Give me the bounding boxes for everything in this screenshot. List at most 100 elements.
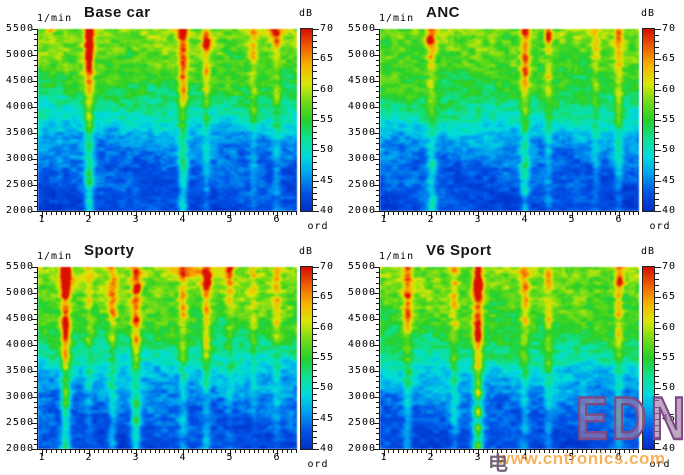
x-minor-tick (544, 212, 545, 215)
colorbar-minor-tick (655, 431, 659, 432)
x-minor-tick (549, 450, 550, 453)
colorbar-tick-label: 70 (662, 261, 677, 272)
x-minor-tick (558, 450, 559, 453)
y-minor-tick (34, 324, 38, 325)
colorbar-major-tick (313, 29, 319, 30)
x-minor-tick (84, 212, 85, 215)
x-minor-tick (393, 450, 394, 453)
colorbar-minor-tick (313, 132, 317, 133)
colorbar-minor-tick (313, 65, 317, 66)
y-tick-label: 3500 (347, 127, 376, 138)
y-minor-tick (34, 34, 38, 35)
y-minor-tick (34, 309, 38, 310)
colorbar-minor-tick (655, 334, 659, 335)
x-minor-tick (591, 212, 592, 215)
colorbar-minor-tick (313, 443, 317, 444)
x-minor-tick (445, 450, 446, 453)
y-minor-tick (376, 45, 380, 46)
colorbar-minor-tick (313, 138, 317, 139)
y-minor-tick (376, 112, 380, 113)
y-minor-tick (34, 65, 38, 66)
y-tick-label: 3000 (347, 391, 376, 402)
colorbar-tick-label: 60 (662, 322, 677, 333)
colorbar-minor-tick (313, 47, 317, 48)
x-minor-tick (145, 450, 146, 453)
y-minor-tick (34, 76, 38, 77)
y-minor-tick (34, 180, 38, 181)
x-minor-tick (188, 450, 189, 453)
y-minor-tick (34, 298, 38, 299)
y-minor-tick (34, 392, 38, 393)
colorbar-minor-tick (655, 162, 659, 163)
x-major-tick (230, 450, 231, 456)
x-minor-tick (150, 212, 151, 215)
x-minor-tick (577, 450, 578, 453)
x-minor-tick (122, 450, 123, 453)
x-minor-tick (65, 212, 66, 215)
x-minor-tick (263, 450, 264, 453)
y-minor-tick (34, 175, 38, 176)
y-minor-tick (376, 387, 380, 388)
y-minor-tick (34, 91, 38, 92)
y-major-tick (32, 29, 38, 30)
colorbar-minor-tick (313, 175, 317, 176)
y-minor-tick (34, 201, 38, 202)
x-minor-tick (577, 212, 578, 215)
y-minor-tick (376, 324, 380, 325)
y-minor-tick (34, 376, 38, 377)
x-minor-tick (211, 450, 212, 453)
x-tick-label: 1 (38, 452, 46, 463)
colorbar-minor-tick (313, 400, 317, 401)
y-axis-unit-label: 1/min (37, 13, 73, 24)
y-minor-tick (376, 444, 380, 445)
y-tick-label: 2000 (347, 205, 376, 216)
colorbar-minor-tick (655, 175, 659, 176)
x-tick-label: 4 (521, 214, 529, 225)
spectrogram-panel-v6-sport: 1/min V6 Sport dB ord 2000 2500 3000 3500 40… (342, 238, 684, 475)
y-minor-tick (34, 50, 38, 51)
y-minor-tick (376, 175, 380, 176)
x-minor-tick (155, 212, 156, 215)
colorbar-minor-tick (313, 144, 317, 145)
x-tick-label: 4 (521, 452, 529, 463)
x-axis-line (380, 449, 639, 450)
x-minor-tick (202, 450, 203, 453)
y-axis-unit-label: 1/min (37, 251, 73, 262)
y-minor-tick (376, 340, 380, 341)
colorbar-unit-label: dB (298, 246, 314, 257)
x-major-tick (478, 212, 479, 218)
colorbar-minor-tick (313, 309, 317, 310)
y-tick-label: 2000 (347, 443, 376, 454)
colorbar-major-tick (655, 120, 661, 121)
x-minor-tick (46, 212, 47, 215)
x-minor-tick (51, 212, 52, 215)
x-major-tick (89, 212, 90, 218)
y-tick-label: 5500 (347, 261, 376, 272)
colorbar-tick-label: 55 (320, 114, 335, 125)
y-minor-tick (376, 39, 380, 40)
colorbar-minor-tick (313, 382, 317, 383)
x-minor-tick (56, 212, 57, 215)
colorbar-unit-label: dB (298, 8, 314, 19)
x-minor-tick (178, 212, 179, 215)
x-minor-tick (112, 450, 113, 453)
y-minor-tick (376, 355, 380, 356)
x-minor-tick (497, 450, 498, 453)
y-minor-tick (34, 97, 38, 98)
x-minor-tick (440, 450, 441, 453)
colorbar-minor-tick (313, 285, 317, 286)
y-tick-label: 5000 (347, 287, 376, 298)
x-minor-tick (127, 212, 128, 215)
y-minor-tick (376, 91, 380, 92)
y-minor-tick (376, 97, 380, 98)
colorbar-minor-tick (655, 346, 659, 347)
colorbar-minor-tick (313, 303, 317, 304)
y-minor-tick (34, 335, 38, 336)
colorbar-minor-tick (313, 96, 317, 97)
x-minor-tick (268, 450, 269, 453)
x-tick-label: 3 (474, 214, 482, 225)
x-minor-tick (483, 450, 484, 453)
y-minor-tick (34, 60, 38, 61)
y-tick-label: 5500 (347, 23, 376, 34)
x-major-tick (384, 450, 385, 456)
